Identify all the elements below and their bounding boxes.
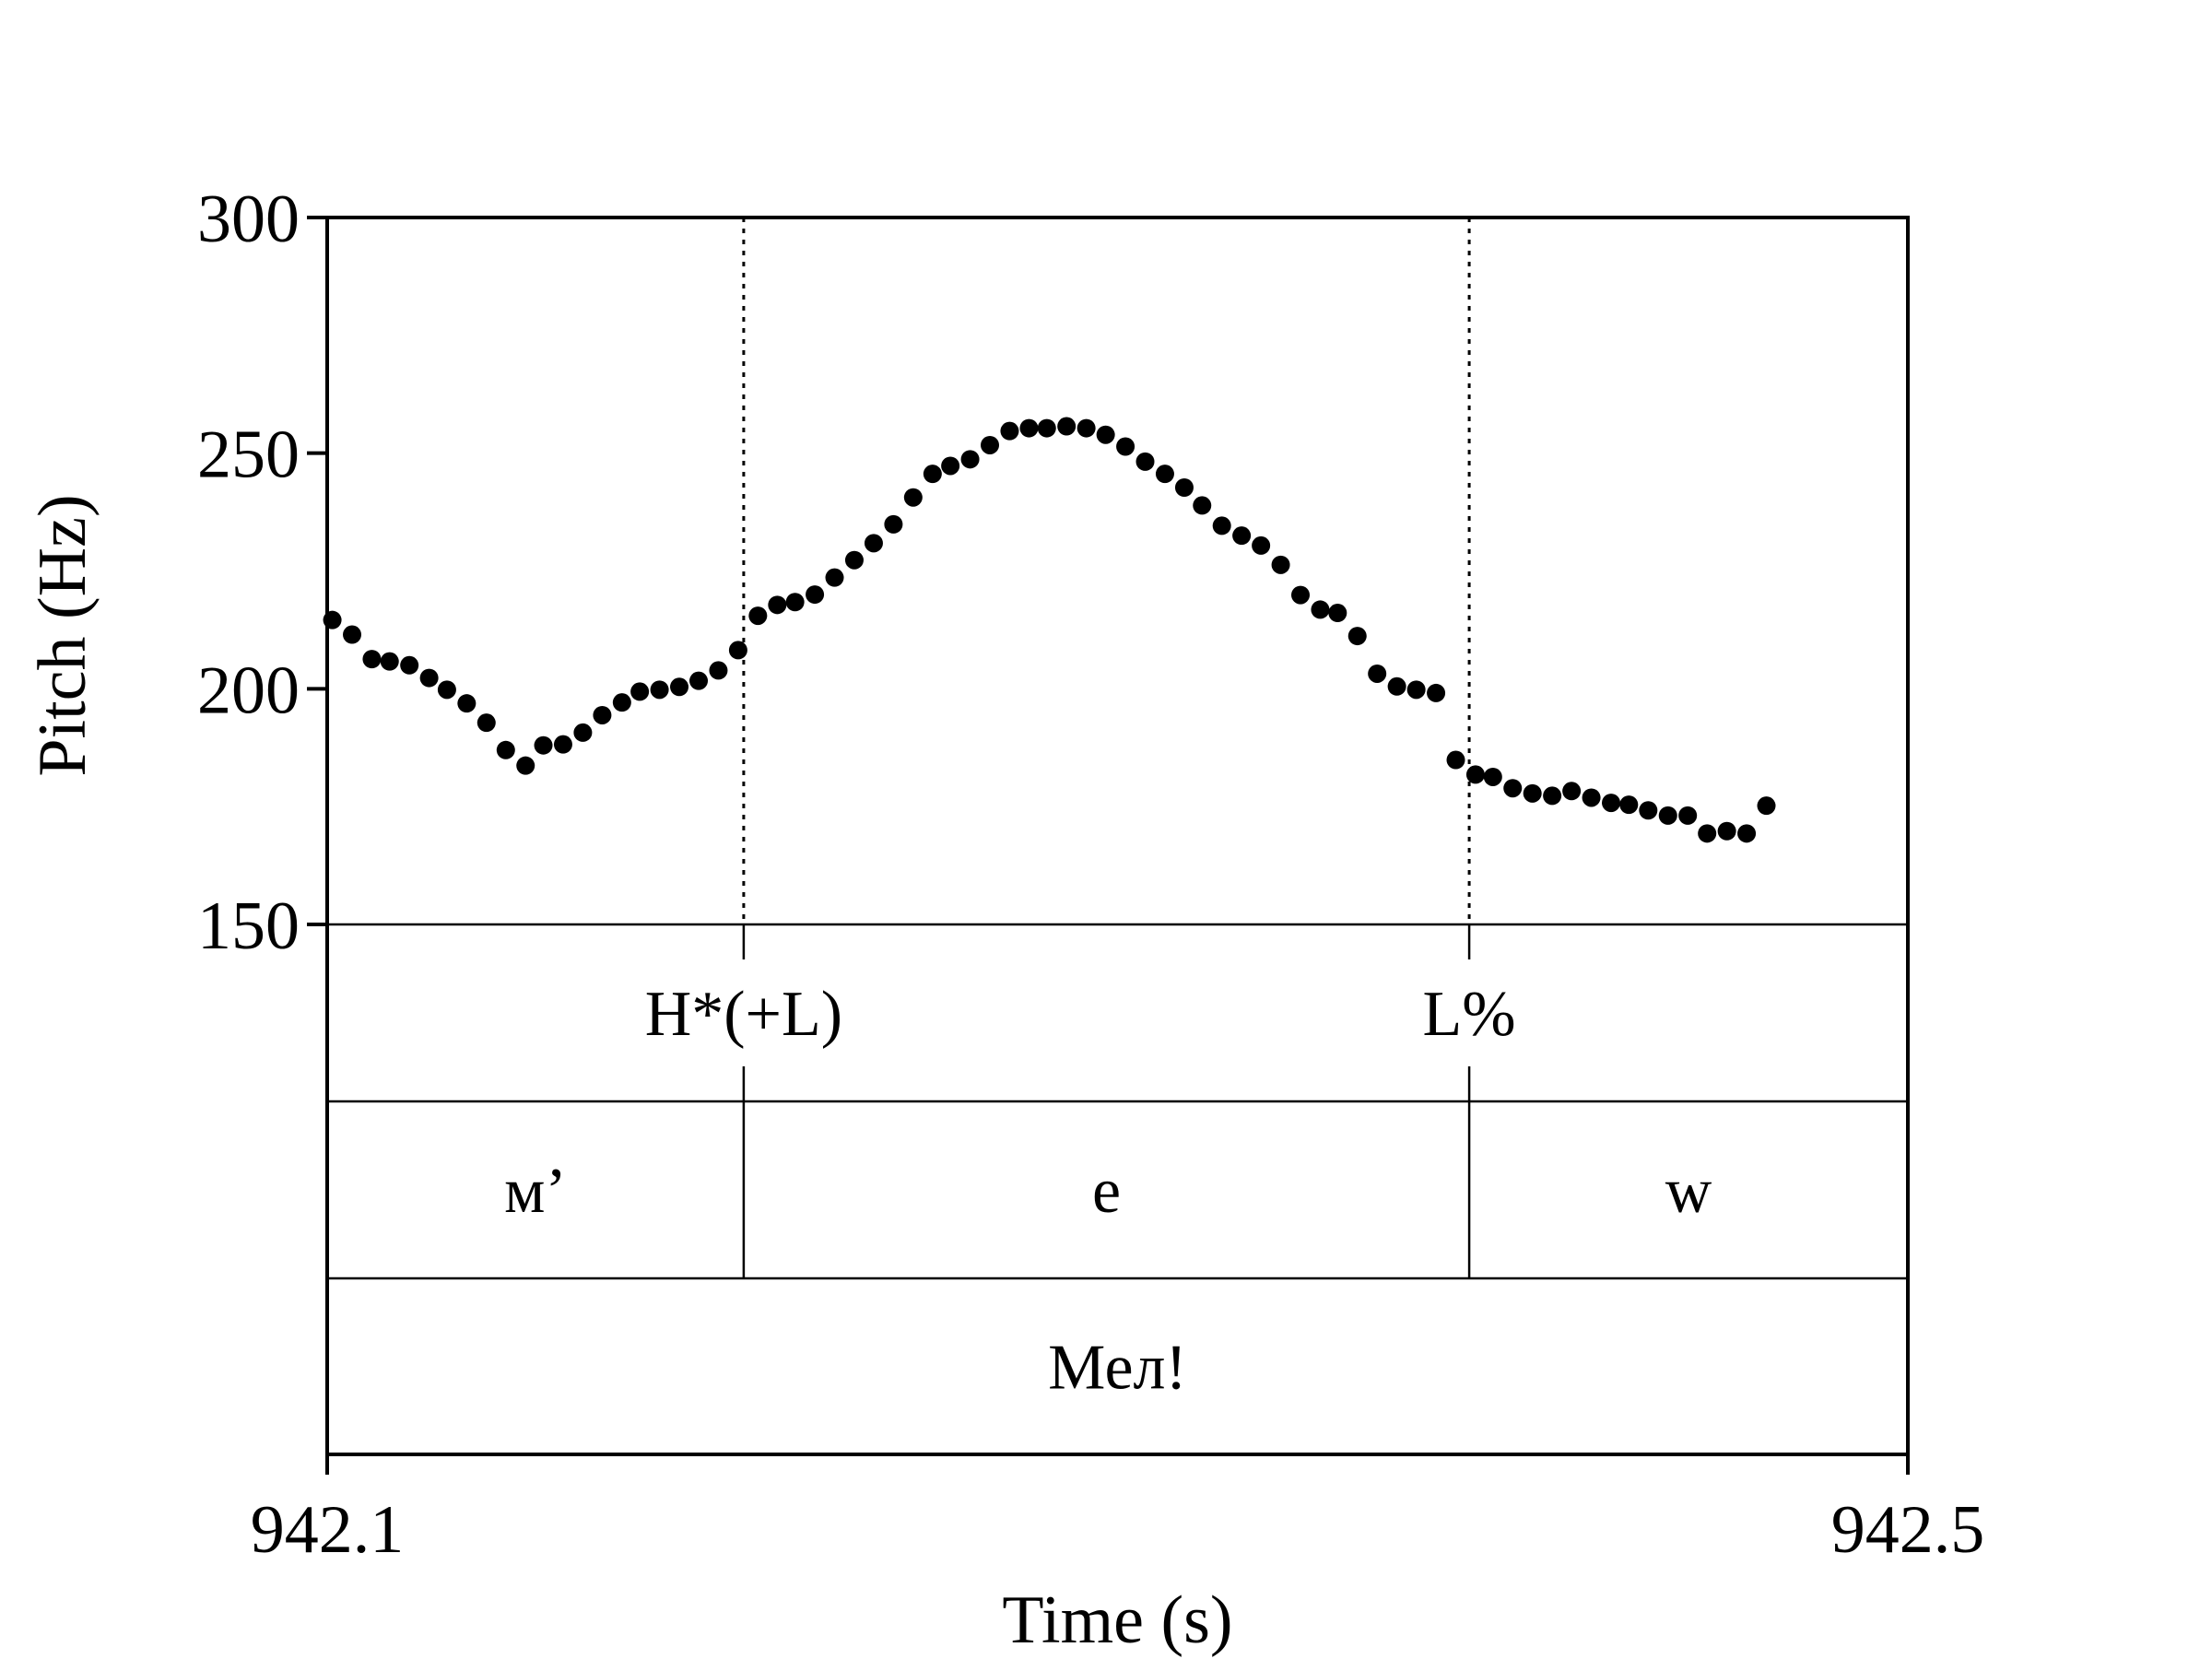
pitch-point-38 [1057,417,1077,436]
pitch-point-25 [806,585,825,605]
pitch-point-52 [1328,604,1347,623]
tier0-label-0: H*(+L) [645,979,842,1050]
pitch-point-47 [1232,526,1252,546]
pitch-point-50 [1291,585,1311,605]
pitch-point-53 [1347,627,1367,646]
tier-labels: H*(+L) L% м’ e w Мел! [504,979,1712,1404]
pitch-point-3 [380,652,399,671]
pitch-boundary-lines [742,218,1471,924]
pitch-point-40 [1096,425,1115,444]
pitch-point-19 [689,671,709,690]
plot-frame [325,216,1910,1456]
pitch-point-27 [844,550,864,570]
pitch-point-66 [1602,794,1621,813]
pitch-point-6 [437,680,456,700]
pitch-point-58 [1446,750,1465,770]
pitch-point-17 [650,680,669,700]
tier2-label-0: Мел! [1048,1333,1187,1404]
tier1-label-0: м’ [504,1156,567,1227]
pitch-point-70 [1678,806,1698,825]
pitch-point-28 [864,534,883,553]
pitch-point-49 [1271,555,1290,574]
pitch-point-56 [1406,680,1426,700]
pitch-point-44 [1174,477,1194,497]
y-tick-label-0: 150 [197,888,300,964]
pitch-point-34 [981,435,1000,454]
pitch-point-22 [748,606,768,626]
pitch-point-51 [1311,600,1330,619]
tier1-label-1: e [1092,1156,1121,1227]
pitch-point-4 [400,655,419,675]
y-tick-label-2: 250 [197,418,300,493]
pitch-point-8 [477,713,496,733]
y-tick-label-1: 200 [197,653,300,728]
pitch-point-23 [768,595,787,615]
pitch-point-26 [825,568,844,587]
pitch-point-74 [1757,796,1776,816]
pitch-point-7 [457,694,477,713]
pitch-point-11 [534,735,553,755]
pitch-point-65 [1582,788,1601,807]
pitch-point-54 [1368,664,1387,683]
x-axis: 942.1 942.5 [251,1454,1985,1568]
pitch-point-10 [516,756,535,775]
pitch-point-36 [1019,418,1039,438]
y-axis: 150 200 250 300 [197,182,327,964]
tier1-label-2: w [1665,1156,1712,1227]
pitch-point-1 [343,625,362,644]
pitch-point-63 [1543,786,1562,806]
pitch-point-21 [728,641,747,660]
pitch-point-32 [941,456,960,476]
pitch-point-5 [419,668,439,688]
pitch-point-16 [630,682,650,701]
pitch-point-68 [1639,801,1658,820]
pitch-point-57 [1427,683,1446,702]
pitch-point-42 [1135,452,1155,471]
pitch-point-48 [1252,535,1271,555]
pitch-point-31 [923,465,942,484]
pitch-point-60 [1483,767,1502,786]
x-axis-label: Time (s) [1002,1583,1232,1658]
pitch-point-15 [612,693,631,712]
pitch-point-41 [1116,437,1135,456]
tier0-label-1: L% [1423,979,1516,1050]
pitch-point-64 [1562,782,1582,801]
tier-grid [327,923,1908,1280]
pitch-point-29 [884,514,903,534]
pitch-point-12 [553,735,572,754]
pitch-point-14 [593,705,612,724]
pitch-point-39 [1077,418,1096,438]
pitch-point-46 [1212,516,1231,535]
pitch-point-20 [709,661,728,680]
y-axis-label: Pitch (Hz) [25,494,100,776]
pitch-point-30 [903,488,923,507]
pitch-point-18 [670,677,689,697]
pitch-point-71 [1698,824,1717,843]
y-tick-label-3: 300 [197,182,300,257]
pitch-point-67 [1619,795,1639,815]
pitch-point-61 [1503,779,1523,798]
pitch-point-73 [1737,824,1757,843]
pitch-point-72 [1717,821,1736,841]
pitch-point-37 [1037,418,1056,438]
pitch-point-43 [1155,465,1174,484]
pitch-point-9 [496,740,515,759]
x-tick-label-1: 942.5 [1831,1492,1985,1568]
pitch-point-59 [1465,765,1485,784]
pitch-point-69 [1658,806,1677,825]
pitch-point-55 [1387,677,1406,696]
pitch-point-24 [785,593,805,612]
pitch-point-62 [1523,783,1542,803]
x-tick-label-0: 942.1 [251,1492,405,1568]
pitch-points [323,417,1776,843]
pitch-point-2 [362,650,382,669]
pitch-point-35 [1000,421,1019,441]
pitch-point-13 [573,723,593,742]
pitch-point-45 [1193,496,1212,515]
pitch-point-33 [960,450,980,469]
